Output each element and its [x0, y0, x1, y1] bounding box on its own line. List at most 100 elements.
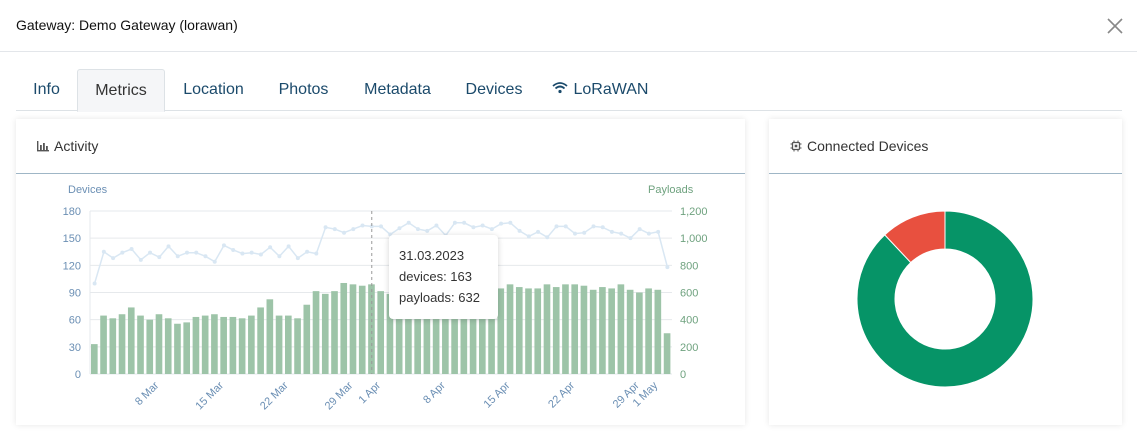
bar — [432, 292, 440, 374]
bar — [321, 293, 329, 374]
tab-photos[interactable]: Photos — [278, 81, 329, 98]
bar — [543, 284, 551, 374]
bar — [257, 307, 264, 374]
right-axis-tick: 800 — [680, 260, 698, 272]
close-button[interactable] — [1102, 13, 1128, 39]
x-axis-tick: 22 Apr — [546, 379, 577, 410]
bar — [155, 314, 163, 374]
x-axis-tick: 29 Mar — [323, 379, 356, 412]
bar — [164, 318, 172, 374]
activity-card-title: Activity — [54, 138, 99, 154]
devices-point — [351, 227, 356, 232]
devices-point — [138, 257, 143, 262]
bar — [377, 291, 385, 374]
devices-point — [637, 227, 642, 232]
left-axis-tick: 90 — [69, 288, 81, 300]
bar-chart-icon — [37, 141, 49, 152]
tab-metadata[interactable]: Metadata — [364, 81, 431, 98]
modal-title: Gateway: Demo Gateway (lorawan) — [16, 17, 238, 33]
bar — [636, 292, 643, 374]
tooltip-devices: devices: 163 — [399, 269, 472, 284]
bar — [442, 292, 449, 374]
x-axis-tick: 8 Apr — [421, 379, 448, 406]
devices-point — [166, 244, 171, 249]
devices-point — [415, 227, 420, 232]
bar — [331, 291, 338, 374]
bar — [183, 322, 191, 374]
activity-chart[interactable]: 0 30 60 90 120 150 180 0 200 400 600 800 1,000 1,200 8… — [16, 119, 745, 425]
devices-point — [369, 224, 374, 229]
devices-point — [175, 254, 180, 259]
right-axis-title: Payloads — [648, 184, 694, 196]
devices-point — [314, 251, 319, 256]
devices-point — [406, 220, 411, 225]
right-axis-tick: 200 — [680, 342, 698, 354]
bar — [386, 293, 394, 374]
tab-devices[interactable]: Devices — [465, 81, 523, 98]
bar — [626, 289, 634, 374]
donut-chart[interactable] — [769, 119, 1122, 425]
bar — [211, 314, 218, 374]
devices-point — [526, 234, 531, 239]
tab-info[interactable]: Info — [33, 81, 60, 98]
tooltip-payloads: payloads: 632 — [399, 290, 480, 305]
bar — [525, 288, 532, 374]
close-icon[interactable] — [1102, 13, 1128, 39]
devices-point — [231, 247, 236, 252]
bar — [552, 287, 560, 374]
tab-lorawan[interactable]: LoRaWAN — [541, 69, 659, 111]
tab-bar: Info Metrics Location Photos Metadata De… — [16, 69, 1122, 112]
devices-point — [332, 227, 337, 232]
bar — [469, 289, 477, 374]
connected-devices-card: Connected Devices — [769, 119, 1122, 425]
bar — [100, 315, 107, 374]
bar — [451, 291, 458, 374]
activity-card-header: Activity — [16, 119, 745, 174]
left-axis-tick: 180 — [63, 206, 81, 218]
bar — [599, 287, 606, 374]
devices-point — [434, 223, 439, 228]
wifi-icon — [551, 82, 568, 94]
devices-point — [619, 231, 624, 236]
bar — [192, 316, 200, 374]
right-axis-tick: 1,200 — [680, 206, 708, 218]
right-axis-tick: 1,000 — [680, 233, 708, 245]
tab-location[interactable]: Location — [183, 81, 244, 98]
bar — [275, 315, 283, 374]
bar — [109, 318, 117, 374]
chip-icon — [790, 140, 802, 152]
bar — [395, 291, 403, 374]
bar — [229, 316, 237, 374]
bar — [248, 315, 255, 374]
devices-point — [148, 250, 153, 255]
bar — [617, 284, 625, 374]
bar — [349, 284, 357, 374]
devices-point — [379, 224, 383, 229]
devices-point — [286, 244, 291, 249]
left-axis-tick: 120 — [63, 260, 81, 272]
bar — [414, 289, 421, 374]
bar — [488, 287, 495, 374]
bar — [423, 291, 431, 374]
devices-point — [111, 256, 116, 261]
devices-point — [489, 227, 494, 232]
devices-point — [268, 245, 273, 250]
devices-point — [185, 250, 189, 255]
bar — [91, 344, 98, 374]
bar — [654, 289, 662, 374]
tab-metrics[interactable]: Metrics — [77, 69, 165, 112]
devices-point — [665, 265, 670, 270]
right-axis-tick: 0 — [680, 369, 686, 381]
devices-point — [656, 229, 661, 234]
devices-point — [277, 254, 282, 259]
bar — [358, 285, 366, 374]
bar — [137, 315, 144, 374]
devices-point — [425, 228, 430, 233]
connected-devices-title: Connected Devices — [807, 138, 929, 154]
x-axis-tick: 15 Mar — [193, 379, 226, 412]
bar — [479, 291, 486, 374]
bar — [645, 288, 652, 374]
bar — [405, 291, 412, 374]
bar — [238, 318, 246, 374]
left-axis-tick: 60 — [69, 315, 81, 327]
